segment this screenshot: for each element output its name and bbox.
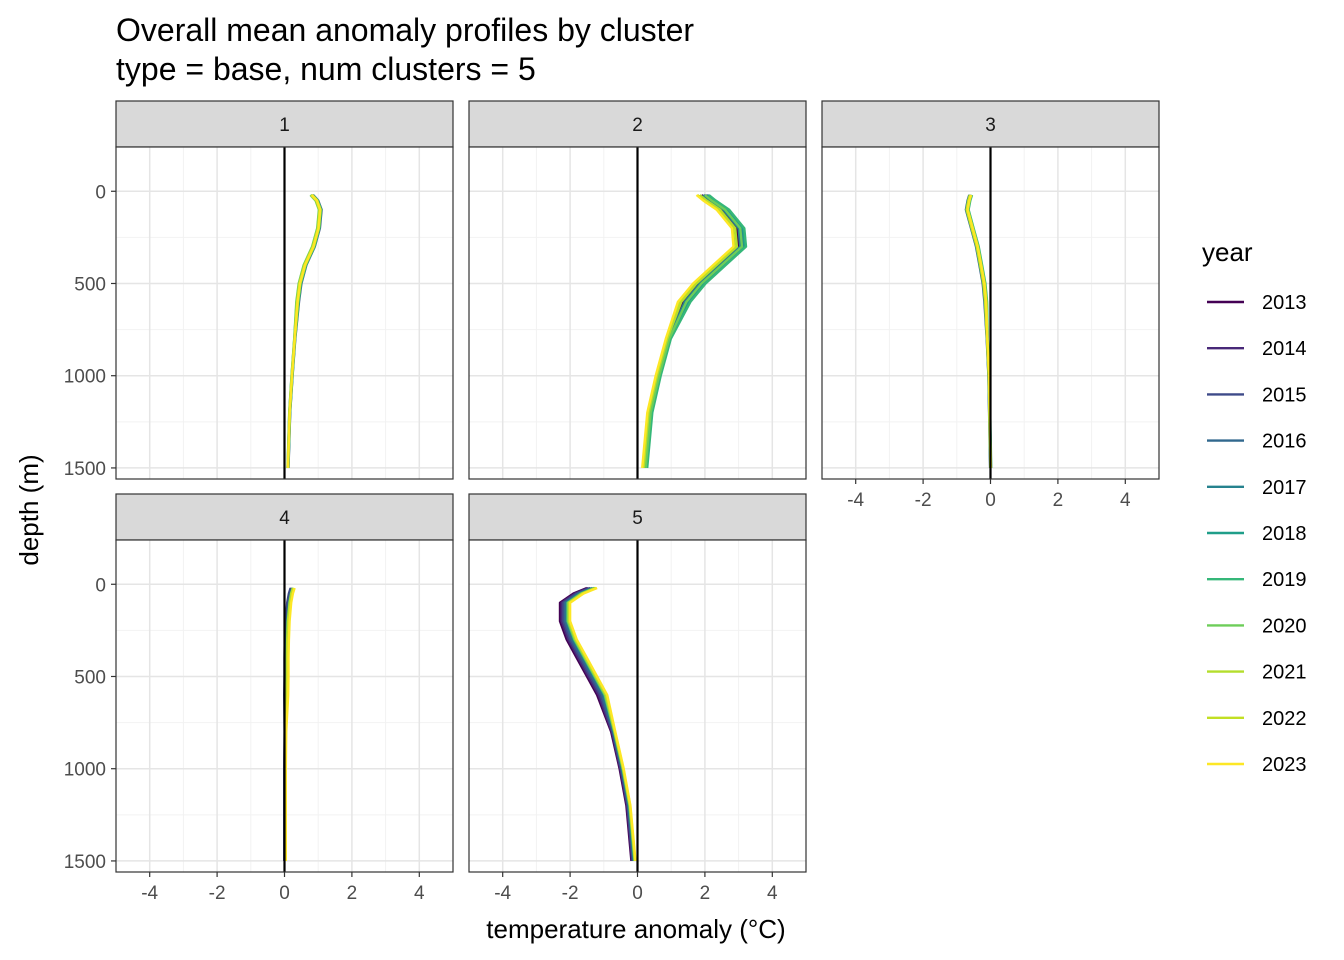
y-tick-label: 0 xyxy=(95,182,106,203)
facet-strip-label: 4 xyxy=(279,508,290,529)
y-tick-label: 1500 xyxy=(64,852,106,873)
chart-title: Overall mean anomaly profiles by cluster xyxy=(116,12,694,48)
legend-label-2014: 2014 xyxy=(1262,338,1307,360)
x-tick-label: 2 xyxy=(1053,490,1064,511)
x-tick-label: -4 xyxy=(847,490,864,511)
x-tick-label: 4 xyxy=(414,883,425,904)
legend-label-2023: 2023 xyxy=(1262,754,1307,776)
y-axis-title: depth (m) xyxy=(14,454,44,565)
series-line-2023 xyxy=(568,586,637,862)
legend-label-2018: 2018 xyxy=(1262,523,1307,545)
legend-label-2015: 2015 xyxy=(1262,384,1307,406)
x-tick-label: 0 xyxy=(279,883,290,904)
y-tick-label: 0 xyxy=(95,575,106,596)
x-tick-label: -2 xyxy=(209,883,226,904)
x-tick-label: 0 xyxy=(632,883,643,904)
legend-label-2020: 2020 xyxy=(1262,615,1307,637)
x-tick-label: 2 xyxy=(700,883,711,904)
legend-label-2013: 2013 xyxy=(1262,292,1307,314)
chart-subtitle: type = base, num clusters = 5 xyxy=(116,51,536,87)
facet-strip-label: 2 xyxy=(632,115,643,136)
facet-strip xyxy=(115,100,454,148)
facet-panels: 1 0 500 1000 1500 2 3 -4 -2 0 2 4 4 0 500 1000 1500 -4 -2 0… xyxy=(64,100,1160,904)
facet-strip-label: 1 xyxy=(279,115,290,136)
facet-panel-4: 4 0 500 1000 1500 -4 -2 0 2 4 xyxy=(64,493,454,904)
series-line-2019 xyxy=(646,194,748,469)
x-tick-label: -2 xyxy=(562,883,579,904)
facet-panel-5: 5 -4 -2 0 2 4 xyxy=(468,493,807,904)
legend-label-2016: 2016 xyxy=(1262,431,1307,453)
x-tick-label: -4 xyxy=(141,883,158,904)
x-axis-title: temperature anomaly (°C) xyxy=(486,914,785,944)
x-tick-label: -4 xyxy=(494,883,511,904)
legend-label-2022: 2022 xyxy=(1262,708,1307,730)
panel-border xyxy=(115,146,454,480)
legend-label-2021: 2021 xyxy=(1262,662,1307,684)
y-tick-label: 500 xyxy=(74,667,106,688)
facet-strip-label: 3 xyxy=(985,115,996,136)
facet-panel-2: 2 xyxy=(468,100,807,480)
y-tick-label: 500 xyxy=(74,274,106,295)
x-tick-label: -2 xyxy=(915,490,932,511)
legend-title: year xyxy=(1202,237,1253,267)
x-tick-label: 4 xyxy=(767,883,778,904)
facet-strip xyxy=(468,493,807,541)
legend-label-2019: 2019 xyxy=(1262,569,1307,591)
legend-label-2017: 2017 xyxy=(1262,477,1307,499)
series-line-2023 xyxy=(284,587,296,861)
series-line-2020 xyxy=(644,194,744,469)
series-line-2023 xyxy=(286,194,322,468)
y-tick-label: 1500 xyxy=(64,459,106,480)
y-tick-label: 1000 xyxy=(64,367,106,388)
series-line-2023 xyxy=(966,194,992,468)
x-tick-label: 0 xyxy=(985,490,996,511)
y-tick-label: 1000 xyxy=(64,760,106,781)
facet-strip-label: 5 xyxy=(632,508,643,529)
series-line-2023 xyxy=(641,194,735,469)
panel-border xyxy=(468,146,807,480)
legend: 2013 2014 2015 2016 2017 2018 2019 2020 2021 2022… xyxy=(1207,292,1307,776)
facet-panel-3: 3 -4 -2 0 2 4 xyxy=(821,100,1160,511)
facet-strip xyxy=(821,100,1160,148)
x-tick-label: 4 xyxy=(1120,490,1131,511)
x-tick-label: 2 xyxy=(347,883,358,904)
facet-panel-1: 1 0 500 1000 1500 xyxy=(64,100,454,480)
